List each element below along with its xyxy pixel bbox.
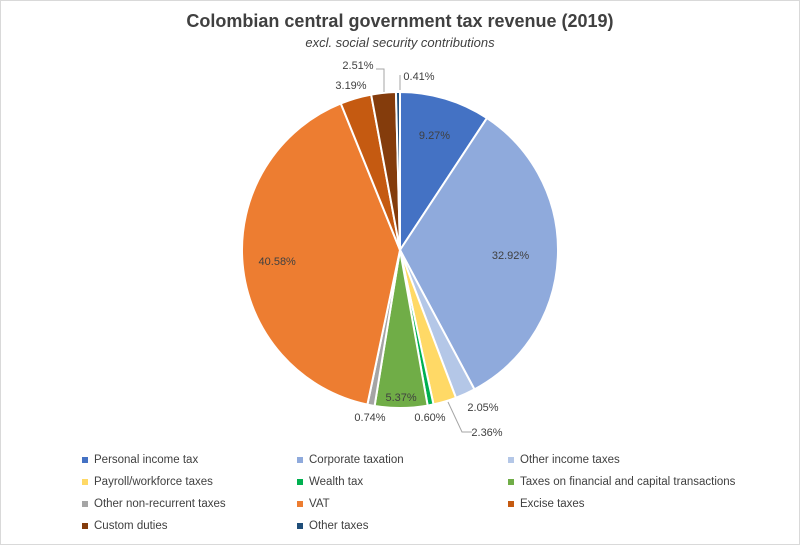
legend-label: Personal income tax <box>94 454 199 466</box>
legend-swatch <box>508 457 514 463</box>
leader-line-payroll-workforce-taxes <box>447 401 472 433</box>
data-label-wealth-tax: 0.60% <box>414 412 445 424</box>
pie-slice-other-taxes <box>394 90 401 251</box>
legend-label: Custom duties <box>94 520 168 532</box>
data-label-personal-income-tax: 9.27% <box>419 130 450 142</box>
legend-item-wealth-tax: Wealth tax <box>297 476 363 488</box>
legend-label: Other income taxes <box>520 454 620 466</box>
legend-item-other-income-taxes: Other income taxes <box>508 454 620 466</box>
legend-label: Payroll/workforce taxes <box>94 476 213 488</box>
pie-slice-vat <box>240 102 402 406</box>
legend-swatch <box>82 501 88 507</box>
data-label-corporate-taxation: 32.92% <box>492 250 530 262</box>
legend-swatch <box>297 479 303 485</box>
legend-item-vat: VAT <box>297 498 330 510</box>
legend-item-excise-taxes: Excise taxes <box>508 498 585 510</box>
leader-line-custom-duties <box>376 68 385 92</box>
data-label-excise-taxes: 3.19% <box>335 80 366 92</box>
chart-subtitle: excl. social security contributions <box>305 35 495 50</box>
legend-label: Taxes on financial and capital transacti… <box>520 476 736 488</box>
legend-swatch <box>297 523 303 529</box>
legend-item-other-taxes: Other taxes <box>297 520 368 532</box>
legend-label: Wealth tax <box>309 476 364 488</box>
data-label-other-taxes: 0.41% <box>403 71 434 83</box>
data-labels: 9.27% 32.92% 2.05% 2.36% 0.60% 5.37%0.74% 40.5… <box>259 60 530 439</box>
data-label-taxes-on-financial-and-capital-transactions: 5.37% <box>385 392 416 404</box>
chart-title: Colombian central government tax revenue… <box>186 11 614 31</box>
legend-swatch <box>508 479 514 485</box>
data-label-other-non-recurrent-taxes: 0.74% <box>354 412 385 424</box>
data-label-custom-duties: 2.51% <box>342 60 373 72</box>
legend-label: VAT <box>309 498 330 510</box>
legend-swatch <box>82 479 88 485</box>
legend-label: Corporate taxation <box>309 454 404 466</box>
legend-swatch <box>508 501 514 507</box>
legend-label: Excise taxes <box>520 498 585 510</box>
legend-swatch <box>82 523 88 529</box>
data-label-other-income-taxes: 2.05% <box>467 402 498 414</box>
data-label-vat: 40.58% <box>259 256 297 268</box>
legend-item-payroll-workforce-taxes: Payroll/workforce taxes <box>82 476 213 488</box>
pie-slice-personal-income-tax <box>399 90 489 254</box>
legend-label: Other taxes <box>309 520 369 532</box>
leader-lines <box>376 68 472 433</box>
legend-label: Other non-recurrent taxes <box>94 498 226 510</box>
legend-item-personal-income-tax: Personal income tax <box>82 454 198 466</box>
legend-item-other-non-recurrent-taxes: Other non-recurrent taxes <box>82 498 226 510</box>
data-label-payroll-workforce-taxes: 2.36% <box>471 427 502 439</box>
legend-item-custom-duties: Custom duties <box>82 520 168 532</box>
legend-swatch <box>297 501 303 507</box>
pie-slices <box>240 90 559 409</box>
legend-swatch <box>82 457 88 463</box>
legend-item-taxes-on-financial-and-capital-transactions: Taxes on financial and capital transacti… <box>508 476 735 488</box>
legend-item-corporate-taxation: Corporate taxation <box>297 454 404 466</box>
pie-slice-corporate-taxation <box>398 116 559 391</box>
legend-swatch <box>297 457 303 463</box>
